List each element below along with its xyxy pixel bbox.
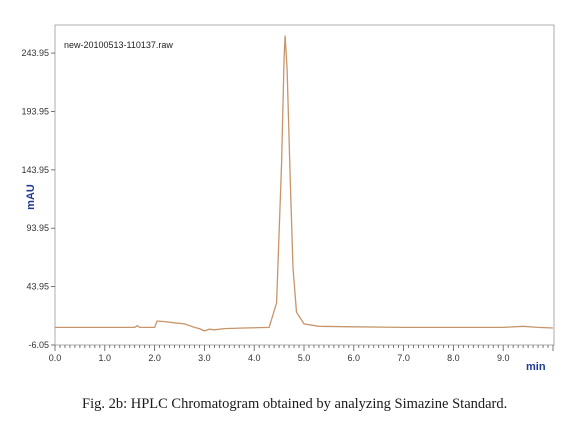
- plot-area: [54, 24, 555, 346]
- y-axis-label: mAU: [25, 184, 37, 210]
- x-axis-ticks: 0.0 1.0 2.0 3.0 4.0 5.0 6.0 7.0 8.0 9.0: [49, 345, 554, 363]
- x-tick-label: 9.0: [497, 353, 510, 363]
- x-tick-label: 1.0: [99, 353, 112, 363]
- chromatogram-trace: [55, 35, 554, 332]
- x-tick-label: 4.0: [248, 353, 261, 363]
- y-tick-label: 93.95: [26, 223, 49, 233]
- y-tick-label: 243.95: [21, 48, 49, 58]
- y-tick-label: -6.05: [28, 340, 49, 350]
- figure-caption: Fig. 2b: HPLC Chromatogram obtained by a…: [82, 396, 508, 412]
- y-axis-ticks: -6.05 43.95 93.95 143.95 193.95 243.95: [21, 48, 55, 350]
- x-tick-label: 8.0: [447, 353, 460, 363]
- x-tick-label: 5.0: [298, 353, 311, 363]
- y-tick-label: 193.95: [21, 106, 49, 116]
- x-tick-label: 3.0: [198, 353, 211, 363]
- x-tick-label: 7.0: [397, 353, 410, 363]
- x-tick-label: 0.0: [49, 353, 62, 363]
- chart-title: new-20100513-110137.raw: [64, 40, 173, 50]
- x-axis-label: min: [526, 361, 546, 373]
- x-tick-label: 6.0: [348, 353, 361, 363]
- y-tick-label: 143.95: [21, 165, 49, 175]
- y-tick-label: 43.95: [26, 282, 49, 292]
- x-tick-label: 2.0: [148, 353, 161, 363]
